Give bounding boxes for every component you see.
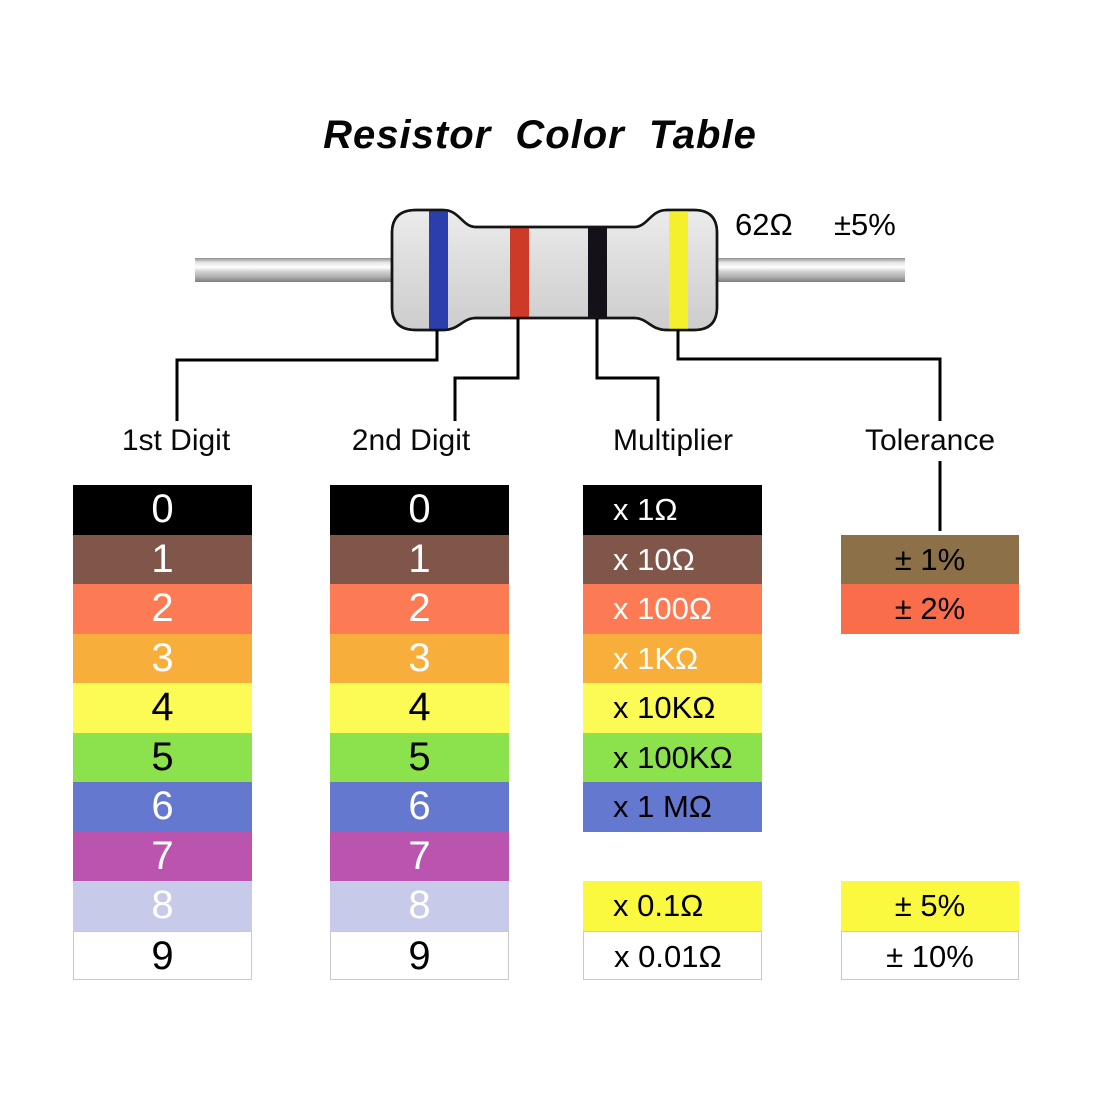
color-table-cell: 5 xyxy=(73,732,252,782)
color-table-cell: 4 xyxy=(330,683,509,733)
color-table-cell: x 1KΩ xyxy=(583,633,762,683)
resistance-value-label: 62Ω xyxy=(735,207,793,242)
color-table-cell: 9 xyxy=(330,930,509,980)
color-table-cell: 6 xyxy=(73,782,252,832)
column-header-multiplier: Multiplier xyxy=(612,424,734,457)
connector-2nd-digit-line xyxy=(453,318,520,421)
color-table-cell: 2 xyxy=(73,584,252,634)
column-header-tolerance: Tolerance xyxy=(864,424,996,457)
band-tolerance-yellow xyxy=(669,210,688,330)
color-table-cell: x 10KΩ xyxy=(583,683,762,733)
column-header-1st-digit: 1st Digit xyxy=(121,424,231,457)
color-table-cell: 2 xyxy=(330,584,509,634)
color-table-cell: ± 10% xyxy=(841,930,1019,980)
color-table-cell: 0 xyxy=(73,485,252,535)
color-table-cell: 7 xyxy=(330,831,509,881)
connector-1st-digit-line xyxy=(175,330,439,421)
color-table-cell: 1 xyxy=(73,534,252,584)
color-table-cell: 8 xyxy=(330,881,509,931)
color-column-multiplier: x 1Ω x 10Ω x 100Ω x 1KΩ x 10KΩ x 100KΩ x 1 MΩ x… xyxy=(583,485,762,985)
color-table-cell: 3 xyxy=(73,633,252,683)
page-title: Resistor Color Table xyxy=(323,113,757,157)
color-table-cell: 9 xyxy=(73,930,252,980)
color-table-cell: 7 xyxy=(73,831,252,881)
color-table-cell: x 1 MΩ xyxy=(583,782,762,832)
band-multiplier-black xyxy=(588,210,607,330)
color-table-cell: 0 xyxy=(330,485,509,535)
connector-multiplier-line xyxy=(595,318,660,421)
color-table-cell: ± 5% xyxy=(841,881,1019,931)
color-table-cell: 1 xyxy=(330,534,509,584)
color-table-cell: x 10Ω xyxy=(583,534,762,584)
color-table-cell: 6 xyxy=(330,782,509,832)
color-table-cell: 8 xyxy=(73,881,252,931)
resistor-lead-left xyxy=(195,258,400,282)
color-table-cell: 4 xyxy=(73,683,252,733)
color-table-cell: x 0.1Ω xyxy=(583,881,762,931)
resistor-body-outline xyxy=(390,208,719,332)
color-column-tolerance: ± 1% ± 2% ± 5% ± 10% xyxy=(841,485,1019,985)
band-2nd-digit-red xyxy=(510,210,529,330)
color-table-cell: ± 1% xyxy=(841,534,1019,584)
color-table-cell: x 0.01Ω xyxy=(583,930,762,980)
color-table-cell: x 100KΩ xyxy=(583,732,762,782)
band-1st-digit-blue xyxy=(429,210,448,330)
connector-tolerance-line xyxy=(676,330,942,421)
color-table-cell: x 100Ω xyxy=(583,584,762,634)
resistor-lead-right xyxy=(700,258,905,282)
color-table-cell: x 1Ω xyxy=(583,485,762,535)
color-table-cell: 5 xyxy=(330,732,509,782)
column-header-2nd-digit: 2nd Digit xyxy=(351,424,471,457)
color-table-cell: 3 xyxy=(330,633,509,683)
color-table-cell: ± 2% xyxy=(841,584,1019,634)
resistance-tolerance-label: ±5% xyxy=(834,207,896,242)
